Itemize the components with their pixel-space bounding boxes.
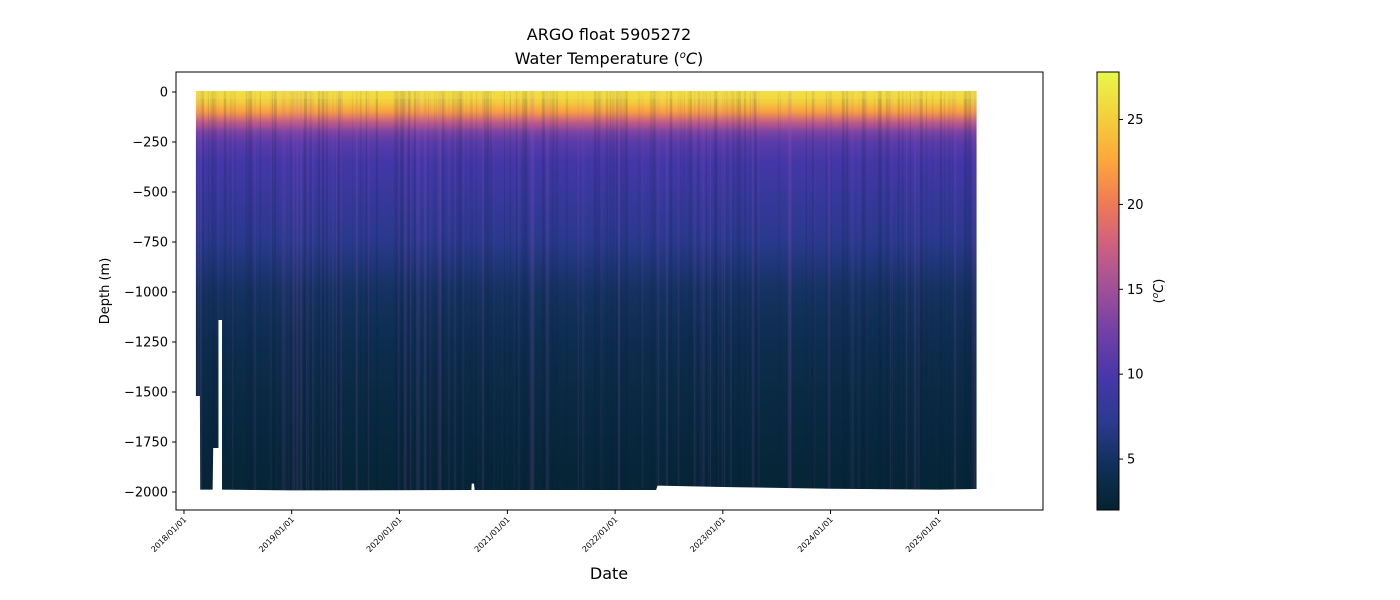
x-tick-label: 2025/01/01 — [904, 515, 943, 554]
heatmap-area — [195, 91, 977, 491]
x-tick-label: 2022/01/01 — [581, 515, 620, 554]
colorbar-label: (oC) — [1151, 279, 1167, 304]
colorbar-tick-label: 15 — [1127, 283, 1144, 298]
x-axis-label: Date — [590, 564, 628, 583]
y-tick-label: −1250 — [124, 336, 168, 351]
x-axis: 2018/01/01 2019/01/01 2020/01/01 2021/01/01… — [149, 510, 943, 554]
x-tick-label: 2020/01/01 — [365, 515, 404, 554]
heatmap-body — [195, 91, 977, 491]
chart-subtitle: Water Temperature (oC) — [515, 49, 704, 68]
colorbar-tick-label: 25 — [1127, 113, 1144, 128]
y-tick-label: −1500 — [124, 386, 168, 401]
plot-frame — [175, 71, 1044, 511]
y-tick-label: −750 — [132, 236, 168, 251]
y-tick-label: 0 — [160, 86, 168, 101]
colorbar-tick-label: 5 — [1127, 453, 1135, 468]
chart-title: ARGO float 5905272 — [527, 25, 691, 44]
colorbar-tick-label: 10 — [1127, 368, 1144, 383]
x-tick-label: 2019/01/01 — [257, 515, 296, 554]
x-tick-label: 2024/01/01 — [796, 515, 835, 554]
y-tick-label: −1000 — [124, 286, 168, 301]
colorbar-tick-label: 20 — [1127, 198, 1144, 213]
y-tick-label: −2000 — [124, 486, 168, 501]
y-tick-label: −250 — [132, 136, 168, 151]
y-tick-label: −1750 — [124, 436, 168, 451]
x-tick-label: 2021/01/01 — [473, 515, 512, 554]
colorbar — [1096, 71, 1120, 511]
x-tick-label: 2023/01/01 — [688, 515, 727, 554]
y-tick-label: −500 — [132, 186, 168, 201]
x-tick-label: 2018/01/01 — [149, 515, 188, 554]
y-axis-label: Depth (m) — [98, 258, 113, 325]
y-axis: 0 −250 −500 −750 −1000 −1250 −1500 −1750 −2000 — [124, 86, 176, 501]
colorbar-axis: 5 10 15 20 25 — [1119, 113, 1144, 468]
